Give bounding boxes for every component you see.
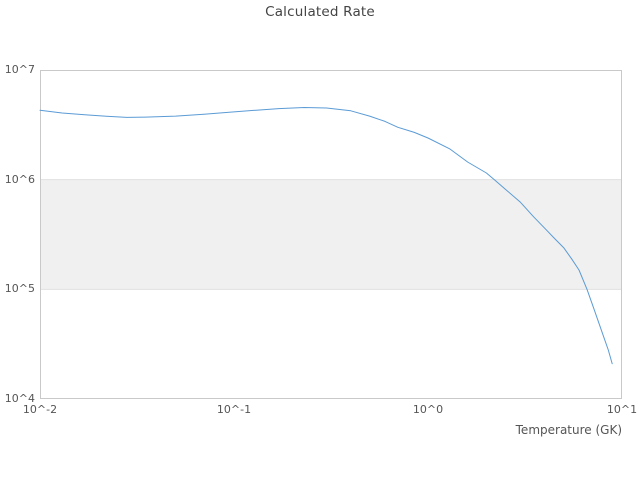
- y-tick-label: 10^6: [4, 172, 35, 186]
- y-tick-label: 10^4: [4, 392, 35, 405]
- x-tick-label: 10^0: [412, 403, 444, 416]
- x-tick-label: 10^1: [606, 403, 638, 416]
- x-axis-title: Temperature (GK): [515, 423, 622, 437]
- x-tick-label: 10^-1: [216, 403, 252, 416]
- highlight-band: [40, 179, 622, 290]
- chart-title: Calculated Rate: [265, 4, 375, 20]
- y-tick-label: 10^7: [4, 63, 35, 76]
- rate-curve: [39, 107, 613, 365]
- plot-frame: [40, 70, 622, 399]
- y-tick-label: 10^5: [4, 282, 35, 296]
- x-tick-label: 10^-2: [22, 403, 58, 416]
